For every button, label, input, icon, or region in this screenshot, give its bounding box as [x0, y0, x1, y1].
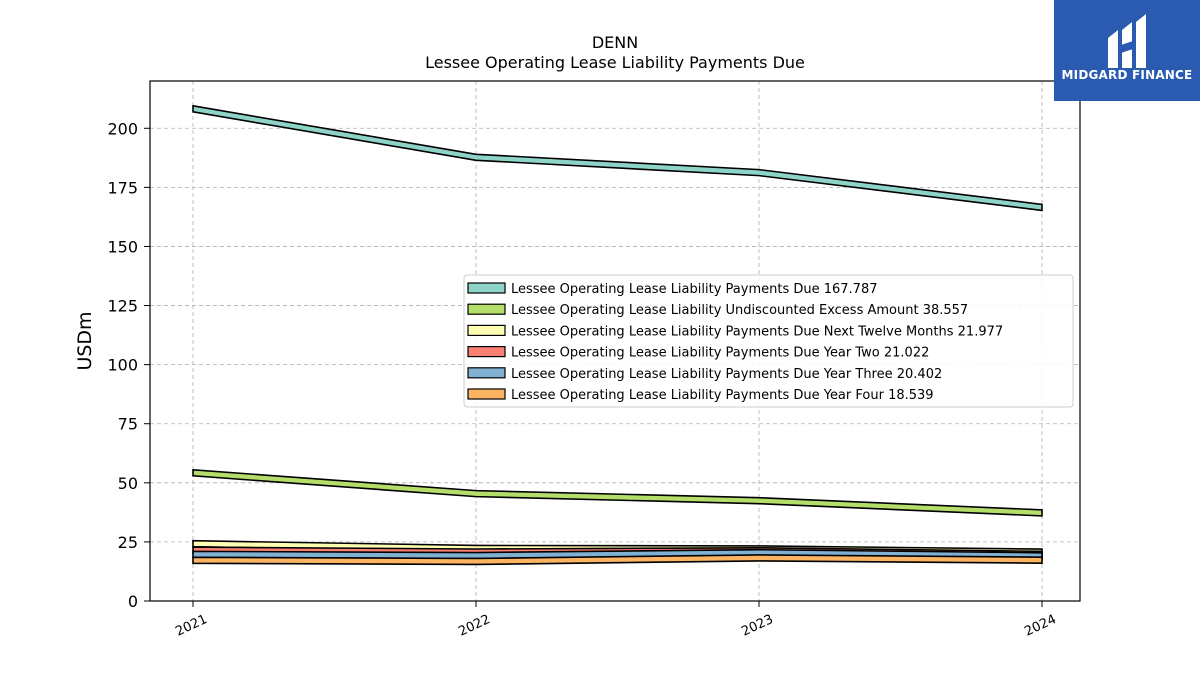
legend-entry: Lessee Operating Lease Liability Undisco… — [511, 303, 968, 318]
legend: Lessee Operating Lease Liability Payment… — [463, 274, 1074, 408]
legend-entry: Lessee Operating Lease Liability Payment… — [511, 346, 929, 361]
y-axis: 0 25 50 75 100 125 150 175 200 — [107, 119, 150, 611]
y-tick-label: 125 — [107, 297, 138, 316]
legend-swatch — [467, 282, 506, 294]
area-band-6 — [192, 554, 1043, 566]
y-tick-label: 150 — [107, 237, 138, 256]
legend-swatch — [467, 346, 506, 358]
y-tick-label: 25 — [118, 533, 138, 552]
y-tick-label: 200 — [107, 119, 138, 138]
y-tick-label: 0 — [128, 592, 138, 611]
plot-frame — [149, 80, 1081, 602]
y-tick-label: 50 — [118, 474, 138, 493]
legend-entry: Lessee Operating Lease Liability Payment… — [511, 282, 877, 297]
x-tick-label: 2023 — [739, 612, 775, 640]
area-band-2 — [192, 468, 1043, 517]
chart-subtitle: Lessee Operating Lease Liability Payment… — [425, 53, 805, 72]
legend-swatch — [467, 324, 506, 336]
legend-swatch — [467, 388, 506, 400]
y-tick-label: 100 — [107, 356, 138, 375]
x-tick-label: 2021 — [173, 612, 209, 640]
brand-name: MIDGARD FINANCE — [1061, 68, 1193, 82]
legend-swatch — [467, 303, 506, 315]
area-bands — [192, 104, 1043, 566]
y-tick-label: 175 — [107, 178, 138, 197]
area-band-1 — [192, 104, 1043, 212]
brand-logo: MIDGARD FINANCE — [1054, 0, 1200, 101]
y-tick-label: 75 — [118, 415, 138, 434]
x-axis: 2021 2022 2023 2024 — [173, 601, 1059, 640]
legend-frame — [463, 274, 1074, 408]
legend-entry: Lessee Operating Lease Liability Payment… — [511, 367, 942, 382]
y-axis-label: USDm — [74, 311, 96, 370]
x-tick-label: 2022 — [456, 612, 492, 640]
midgard-logo-icon — [1108, 14, 1146, 68]
chart-title: DENN — [592, 33, 638, 52]
legend-entry: Lessee Operating Lease Liability Payment… — [511, 388, 934, 403]
legend-entry: Lessee Operating Lease Liability Payment… — [511, 324, 1003, 339]
legend-swatch — [467, 367, 506, 379]
x-tick-label: 2024 — [1022, 612, 1058, 640]
